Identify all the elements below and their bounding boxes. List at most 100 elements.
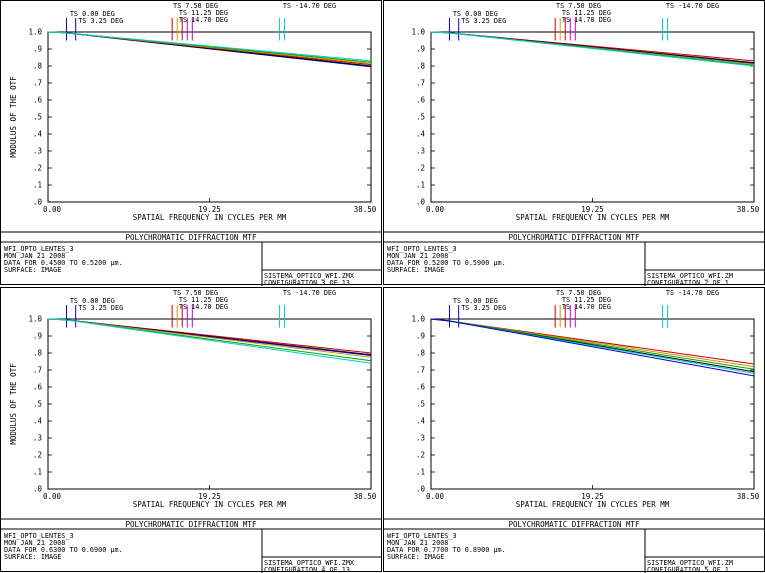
- y-tick-label: .3: [33, 147, 42, 156]
- mtf-series-line: [430, 318, 755, 377]
- field-label: TS 0.00 DEG: [453, 10, 498, 18]
- mtf-series-line: [47, 31, 372, 62]
- info-line: MON JAN 21 2008: [387, 539, 448, 547]
- chart-title: POLYCHROMATIC DIFFRACTION MTF: [126, 233, 257, 242]
- info-line: WFI_OPTO_LENTES_3: [387, 532, 457, 540]
- y-tick-label: .4: [416, 417, 426, 426]
- y-tick-label: .7: [416, 366, 425, 375]
- chart-title: POLYCHROMATIC DIFFRACTION MTF: [126, 520, 257, 529]
- configuration-label: CONFIGURATION 4 OF 13: [264, 566, 350, 573]
- y-tick-label: .5: [33, 400, 42, 409]
- field-label: TS 0.00 DEG: [70, 297, 115, 305]
- y-tick-label: .0: [416, 198, 426, 207]
- field-label: TS 0.00 DEG: [453, 297, 498, 305]
- mtf-panel: 1.0 .9 .8 .7 .6 .5 .4 .3 .2 .1 .0 0.00 19.25 38.50 SPA…: [383, 287, 765, 573]
- field-label: TS -14.70 DEG: [283, 2, 336, 10]
- field-label: TS -14.70 DEG: [666, 2, 719, 10]
- field-label: TS -14.70 DEG: [666, 289, 719, 297]
- configuration-label: CONFIGURATION 3 OF 13: [264, 279, 350, 286]
- y-tick-label: .6: [416, 383, 426, 392]
- y-tick-label: .4: [33, 417, 43, 426]
- y-tick-label: .9: [33, 45, 42, 54]
- info-line: DATA FOR 0.6300 TO 0.6900 µm.: [4, 546, 123, 554]
- y-tick-label: .5: [416, 113, 425, 122]
- mtf-series-line: [430, 31, 755, 67]
- y-tick-label: .9: [416, 332, 425, 341]
- y-tick-label: .2: [33, 451, 42, 460]
- y-tick-label: .6: [33, 96, 43, 105]
- field-label: TS 14.70 DEG: [562, 303, 611, 311]
- zmx-file-name: SISTEMA_OPTICO_WFI.ZMX: [264, 559, 355, 567]
- field-label: TS 14.70 DEG: [179, 16, 228, 24]
- x-tick-label: 38.50: [737, 205, 760, 214]
- y-tick-label: 1.0: [28, 315, 42, 324]
- y-axis-label: MODULUS OF THE OTF: [9, 363, 18, 445]
- panel-frame: [0, 0, 382, 285]
- info-line: WFI_OPTO_LENTES_3: [4, 532, 74, 540]
- y-tick-label: .4: [33, 130, 43, 139]
- chart-title: POLYCHROMATIC DIFFRACTION MTF: [509, 233, 640, 242]
- y-tick-label: .0: [33, 198, 43, 207]
- info-line: SURFACE: IMAGE: [387, 266, 444, 274]
- x-tick-label: 19.25: [581, 492, 604, 501]
- y-tick-label: .1: [416, 181, 425, 190]
- mtf-chart: 1.0 .9 .8 .7 .6 .5 .4 .3 .2 .1 .00.00 19.25 38.50 SPA…: [383, 0, 765, 286]
- y-tick-label: 1.0: [411, 315, 425, 324]
- y-tick-label: .5: [416, 400, 425, 409]
- configuration-label: CONFIGURATION 5 OF 1: [647, 566, 729, 573]
- info-line: SURFACE: IMAGE: [4, 266, 61, 274]
- y-tick-label: 1.0: [411, 28, 425, 37]
- y-tick-label: .7: [33, 79, 42, 88]
- info-line: WFI_OPTO_LENTES_3: [387, 245, 457, 253]
- field-label: TS 3.25 DEG: [78, 17, 123, 25]
- mtf-series-line: [430, 318, 755, 374]
- x-tick-label: 0.00: [426, 205, 445, 214]
- y-tick-label: .2: [416, 451, 425, 460]
- field-label: TS 11.25 DEG: [179, 9, 228, 17]
- chart-title: POLYCHROMATIC DIFFRACTION MTF: [509, 520, 640, 529]
- field-label: TS 7.50 DEG: [556, 289, 601, 297]
- info-line: DATA FOR 0.7700 TO 0.8900 µm.: [387, 546, 506, 554]
- mtf-panel: 1.0 .9 .8 .7 .6 .5 .4 .3 .2 .1 .0 0.00 19.25 38.50 SPA…: [0, 0, 382, 286]
- x-axis-label: SPATIAL FREQUENCY IN CYCLES PER MM: [133, 213, 287, 222]
- y-tick-label: .7: [33, 366, 42, 375]
- y-tick-label: .8: [33, 62, 43, 71]
- field-label: TS 7.50 DEG: [173, 2, 218, 10]
- info-line: WFI_OPTO_LENTES_3: [4, 245, 74, 253]
- zmx-file-name: SISTEMA_OPTICO_WFI.ZM: [647, 559, 733, 567]
- field-label: TS 7.50 DEG: [556, 2, 601, 10]
- x-tick-label: 38.50: [737, 492, 760, 501]
- info-line: MON JAN 21 2008: [4, 252, 65, 260]
- x-axis-label: SPATIAL FREQUENCY IN CYCLES PER MM: [133, 500, 287, 509]
- y-tick-label: .9: [33, 332, 42, 341]
- info-line: DATA FOR 0.4500 TO 0.5200 µm.: [4, 259, 123, 267]
- info-line: SURFACE: IMAGE: [4, 553, 61, 561]
- plot-area: [47, 318, 372, 490]
- mtf-chart: 1.0 .9 .8 .7 .6 .5 .4 .3 .2 .1 .00.00 19.25 38.50 SPA…: [0, 287, 382, 573]
- y-tick-label: .6: [33, 383, 43, 392]
- x-tick-label: 19.25: [198, 205, 221, 214]
- mtf-series-line: [47, 31, 372, 66]
- y-tick-label: 1.0: [28, 28, 42, 37]
- y-tick-label: .3: [416, 147, 425, 156]
- field-label: TS 3.25 DEG: [461, 17, 506, 25]
- y-tick-label: .4: [416, 130, 426, 139]
- field-label: TS 14.70 DEG: [562, 16, 611, 24]
- y-tick-label: .8: [416, 349, 426, 358]
- field-label: TS 11.25 DEG: [562, 9, 611, 17]
- field-label: TS 11.25 DEG: [562, 296, 611, 304]
- y-tick-label: .9: [416, 45, 425, 54]
- field-label: TS 14.70 DEG: [179, 303, 228, 311]
- field-label: TS 3.25 DEG: [461, 304, 506, 312]
- mtf-series-line: [47, 31, 372, 68]
- info-line: MON JAN 21 2008: [387, 252, 448, 260]
- x-tick-label: 0.00: [43, 205, 62, 214]
- y-tick-label: .3: [33, 434, 42, 443]
- y-tick-label: .2: [416, 164, 425, 173]
- field-label: TS 0.00 DEG: [70, 10, 115, 18]
- field-label: TS 3.25 DEG: [78, 304, 123, 312]
- panel-frame: [0, 287, 382, 572]
- y-tick-label: .1: [33, 181, 42, 190]
- configuration-label: CONFIGURATION 2 OF 1: [647, 279, 729, 286]
- info-line: SURFACE: IMAGE: [387, 553, 444, 561]
